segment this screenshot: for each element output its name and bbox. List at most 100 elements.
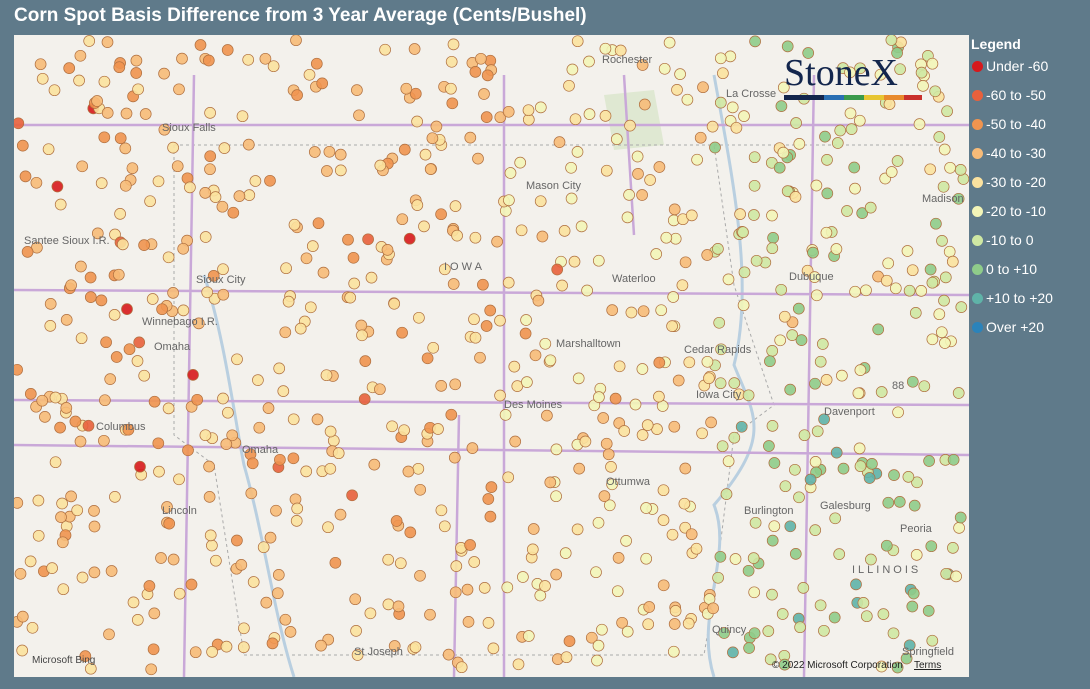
location-dot xyxy=(883,98,896,110)
location-dot xyxy=(924,163,937,176)
location-dot xyxy=(808,271,821,283)
location-dot xyxy=(829,512,842,525)
location-dot xyxy=(390,515,403,527)
location-dot xyxy=(259,52,272,65)
legend-item[interactable]: Under -60 xyxy=(971,58,1053,87)
legend-item[interactable]: -30 to -20 xyxy=(971,174,1053,203)
location-dot xyxy=(952,387,965,399)
location-dot xyxy=(98,75,111,88)
map-label: Iowa City xyxy=(696,389,742,401)
location-dot xyxy=(909,307,922,319)
map: Rochester La Crosse Sioux Falls Mason City I… xyxy=(14,35,969,677)
legend-item[interactable]: -10 to 0 xyxy=(971,232,1053,261)
location-dot xyxy=(773,161,786,174)
location-dot xyxy=(903,284,916,297)
map-label: Winnebago I.R. xyxy=(142,316,218,328)
legend-item[interactable]: 0 to +10 xyxy=(971,261,1053,290)
location-dot xyxy=(644,174,656,186)
location-dot xyxy=(24,388,37,400)
location-dot xyxy=(474,351,486,364)
location-dot xyxy=(926,276,939,289)
location-dot xyxy=(49,391,62,404)
location-dot xyxy=(810,289,823,302)
location-dot xyxy=(231,353,243,366)
location-dot xyxy=(766,588,778,601)
legend-item[interactable]: -50 to -40 xyxy=(971,116,1053,145)
location-dot xyxy=(657,484,670,497)
location-dot xyxy=(144,195,156,208)
location-dot xyxy=(32,529,45,542)
legend-item[interactable]: -20 to -10 xyxy=(971,203,1053,232)
location-dot xyxy=(152,437,165,450)
location-dot xyxy=(743,642,755,654)
location-dot xyxy=(631,150,644,163)
location-dot xyxy=(98,434,110,447)
location-dot xyxy=(748,151,761,164)
location-dot xyxy=(640,552,653,565)
location-dot xyxy=(355,319,368,332)
location-dot xyxy=(616,616,628,629)
location-dot xyxy=(954,164,967,176)
location-dot xyxy=(424,163,437,175)
location-dot xyxy=(882,257,895,270)
legend-swatch xyxy=(972,177,983,188)
location-dot xyxy=(204,529,217,542)
location-dot xyxy=(409,641,422,654)
location-dot xyxy=(935,326,948,339)
location-dot xyxy=(221,44,234,56)
location-dot xyxy=(807,246,819,259)
location-dot xyxy=(841,205,853,217)
location-dot xyxy=(46,562,58,574)
location-dot xyxy=(494,314,506,327)
location-dot xyxy=(660,231,673,244)
legend-item[interactable]: +10 to +20 xyxy=(971,290,1053,319)
location-dot xyxy=(658,62,671,75)
legend-item[interactable]: Over +20 xyxy=(971,319,1053,348)
legend-item[interactable]: -40 to -30 xyxy=(971,145,1053,174)
location-dot xyxy=(877,608,890,620)
location-dot xyxy=(569,113,582,126)
terms-link[interactable]: Terms xyxy=(914,660,941,671)
location-dot xyxy=(148,395,161,408)
location-dot xyxy=(60,314,73,326)
location-dot xyxy=(56,536,69,549)
location-dot xyxy=(127,596,140,609)
location-dot xyxy=(653,161,666,173)
location-dot xyxy=(312,217,325,230)
location-dot xyxy=(130,54,143,67)
location-dot xyxy=(735,420,748,433)
location-dot xyxy=(145,663,158,676)
location-dot xyxy=(550,490,562,503)
location-dot xyxy=(925,540,938,553)
location-dot xyxy=(610,133,623,145)
location-dot xyxy=(701,249,714,261)
location-dot xyxy=(480,320,493,332)
location-dot xyxy=(778,310,791,323)
location-dot xyxy=(502,105,515,118)
location-dot xyxy=(766,242,779,255)
location-dot xyxy=(818,413,830,426)
legend-item[interactable]: -60 to -50 xyxy=(971,87,1053,116)
location-dot xyxy=(204,107,216,119)
location-dot xyxy=(520,314,532,326)
location-dot xyxy=(199,429,212,442)
location-dot xyxy=(464,539,476,551)
legend-label: -50 to -40 xyxy=(986,116,1046,132)
legend-swatch xyxy=(972,148,983,159)
location-dot xyxy=(624,119,636,132)
location-dot xyxy=(918,380,931,393)
location-dot xyxy=(14,567,27,580)
location-dot xyxy=(329,556,342,569)
location-dot xyxy=(850,578,862,591)
location-dot xyxy=(571,35,584,48)
location-dot xyxy=(386,420,398,433)
location-dot xyxy=(728,431,741,444)
location-dot xyxy=(637,305,650,318)
location-dot xyxy=(120,107,133,120)
location-dot xyxy=(748,209,760,221)
location-dot xyxy=(88,505,100,517)
location-dot xyxy=(499,409,512,421)
legend-label: Over +20 xyxy=(986,319,1044,335)
legend-swatch xyxy=(972,90,983,101)
location-dot xyxy=(717,67,729,80)
